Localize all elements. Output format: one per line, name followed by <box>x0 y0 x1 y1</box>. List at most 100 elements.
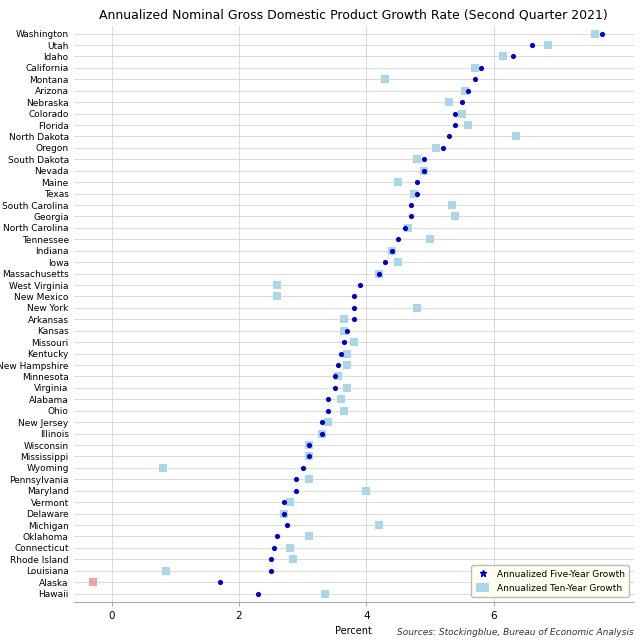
Point <box>355 280 365 290</box>
Point <box>304 531 314 541</box>
Point <box>419 166 429 176</box>
Point <box>285 543 295 553</box>
Point <box>393 257 403 268</box>
Point <box>278 497 289 508</box>
Point <box>342 383 353 393</box>
Point <box>272 280 282 290</box>
Point <box>304 474 314 484</box>
Point <box>215 577 225 588</box>
Point <box>333 360 343 370</box>
Point <box>596 29 607 39</box>
Point <box>336 394 346 404</box>
Point <box>317 417 327 428</box>
Point <box>336 348 346 358</box>
Point <box>88 577 98 588</box>
Point <box>393 234 403 244</box>
Point <box>272 291 282 301</box>
Point <box>317 429 327 439</box>
Point <box>349 314 359 324</box>
Point <box>253 589 263 599</box>
Point <box>291 486 301 496</box>
Point <box>412 154 422 164</box>
Point <box>323 417 333 428</box>
Point <box>269 543 279 553</box>
Point <box>444 97 454 108</box>
Point <box>282 520 292 530</box>
Point <box>412 303 422 313</box>
Point <box>323 406 333 416</box>
Point <box>323 394 333 404</box>
Point <box>266 554 276 564</box>
Point <box>463 120 473 130</box>
Point <box>409 188 419 198</box>
Point <box>342 326 353 336</box>
Point <box>380 74 390 84</box>
Point <box>498 51 508 61</box>
Point <box>425 234 435 244</box>
Legend: Annualized Five-Year Growth, Annualized Ten-Year Growth: Annualized Five-Year Growth, Annualized … <box>471 565 629 597</box>
Point <box>349 337 359 348</box>
Title: Annualized Nominal Gross Domestic Product Growth Rate (Second Quarter 2021): Annualized Nominal Gross Domestic Produc… <box>99 9 608 22</box>
Point <box>508 51 518 61</box>
Point <box>387 246 397 256</box>
Point <box>288 554 298 564</box>
Point <box>511 131 521 141</box>
Point <box>285 497 295 508</box>
Point <box>342 348 353 358</box>
Point <box>444 131 454 141</box>
X-axis label: Percent: Percent <box>335 626 372 636</box>
Point <box>339 326 349 336</box>
Point <box>304 451 314 461</box>
Point <box>469 63 479 73</box>
Point <box>330 371 340 381</box>
Point <box>157 463 168 473</box>
Point <box>320 589 330 599</box>
Point <box>266 566 276 576</box>
Point <box>317 429 327 439</box>
Point <box>278 508 289 518</box>
Point <box>374 269 384 279</box>
Point <box>451 108 461 119</box>
Point <box>291 474 301 484</box>
Point <box>406 200 416 210</box>
Point <box>304 451 314 461</box>
Point <box>161 566 171 576</box>
Point <box>304 440 314 450</box>
Point <box>431 143 442 153</box>
Point <box>406 211 416 221</box>
Point <box>399 223 410 233</box>
Point <box>403 223 413 233</box>
Point <box>412 188 422 198</box>
Point <box>469 74 479 84</box>
Point <box>412 177 422 188</box>
Text: Sources: Stockingblue, Bureau of Economic Analysis: Sources: Stockingblue, Bureau of Economi… <box>397 628 634 637</box>
Point <box>457 97 467 108</box>
Point <box>272 531 282 541</box>
Point <box>419 154 429 164</box>
Point <box>476 63 486 73</box>
Point <box>304 440 314 450</box>
Point <box>342 360 353 370</box>
Point <box>463 86 473 96</box>
Point <box>339 337 349 348</box>
Point <box>361 486 371 496</box>
Point <box>527 40 537 50</box>
Point <box>374 269 384 279</box>
Point <box>278 508 289 518</box>
Point <box>349 303 359 313</box>
Point <box>349 291 359 301</box>
Point <box>457 108 467 119</box>
Point <box>374 520 384 530</box>
Point <box>330 383 340 393</box>
Point <box>590 29 600 39</box>
Point <box>380 257 390 268</box>
Point <box>447 200 458 210</box>
Point <box>460 86 470 96</box>
Point <box>387 246 397 256</box>
Point <box>339 314 349 324</box>
Point <box>419 166 429 176</box>
Point <box>451 120 461 130</box>
Point <box>543 40 553 50</box>
Point <box>333 371 343 381</box>
Point <box>393 177 403 188</box>
